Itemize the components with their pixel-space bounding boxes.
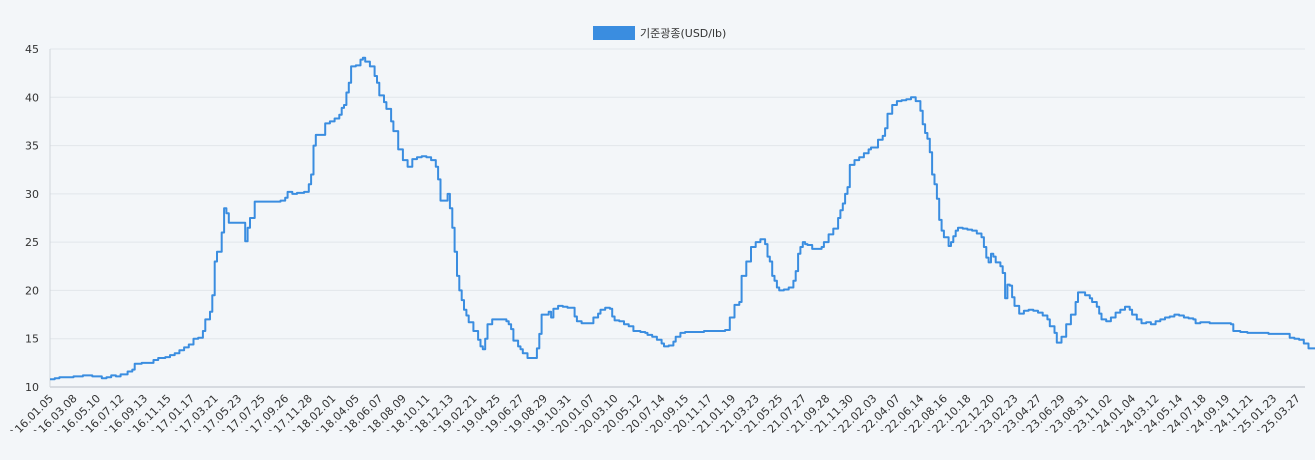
y-tick-label: 35 [25, 140, 39, 153]
y-tick-label: 40 [25, 91, 39, 104]
series-line [50, 56, 1315, 381]
y-tick-label: 30 [25, 188, 39, 201]
y-tick-label: 25 [25, 236, 39, 249]
legend[interactable]: 기준광종(USD/lb) [593, 26, 726, 40]
x-axis: `16.01.05`16.03.08`16.05.10`16.07.12`16.… [8, 392, 1302, 440]
y-axis: 10 15 20 25 30 35 40 45 [25, 43, 39, 394]
gridlines [49, 48, 1305, 388]
y-tick-label: 15 [25, 333, 39, 346]
y-tick-label: 10 [25, 381, 39, 394]
y-tick-label: 20 [25, 284, 39, 297]
legend-swatch [593, 26, 635, 40]
y-tick-label: 45 [25, 43, 39, 56]
legend-label: 기준광종(USD/lb) [640, 27, 726, 40]
